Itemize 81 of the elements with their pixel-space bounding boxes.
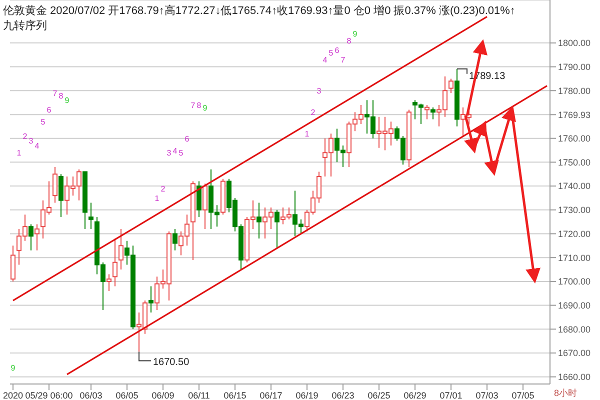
annotation: 6 (46, 106, 52, 115)
annotation: 8 (346, 36, 352, 46)
y-tick-label: 1740.00 (558, 181, 591, 192)
candlestick (58, 174, 64, 218)
annotation: 7 (52, 89, 58, 98)
candlestick (52, 166, 58, 204)
candlestick (448, 78, 454, 94)
candlestick (88, 202, 94, 230)
y-tick-label: 1790.00 (558, 62, 591, 72)
x-tick-label: 06/19 (296, 390, 318, 400)
x-tick-label: 06/15 (224, 390, 246, 400)
candlestick (106, 274, 112, 292)
annotation: 3 (316, 86, 322, 96)
annotation: 4 (172, 146, 178, 156)
annotation: 2 (160, 184, 166, 194)
y-tick-label: 1680.00 (558, 324, 591, 334)
candlestick (10, 245, 16, 282)
candlestick (424, 104, 430, 120)
candlestick (28, 224, 34, 251)
y-tick-label: 1760.00 (558, 134, 591, 144)
candlestick (256, 202, 262, 240)
candlestick (118, 228, 124, 270)
x-tick-label: 06/23 (332, 390, 354, 400)
y-tick-label: 1730.00 (558, 205, 591, 216)
x-tick-label: 05/29 06:00 (25, 390, 73, 400)
annotation: 2 (22, 132, 28, 141)
x-tick-label: 06/09 (152, 390, 174, 400)
x-axis-title: 8小时 (554, 387, 578, 400)
annotation: 1 (304, 130, 310, 139)
candlestick (148, 286, 154, 313)
annotation: 5 (328, 48, 334, 58)
x-tick-label: 06/17 (260, 390, 282, 400)
annotation: 9 (64, 96, 70, 106)
x-tick-label: 2020 (2, 390, 24, 400)
candlestick (112, 238, 118, 287)
y-tick-label: 1800.00 (558, 38, 591, 48)
y-tick-label: 1710.00 (558, 252, 591, 263)
y-tick-label: 1670.00 (558, 348, 591, 358)
annotation: 9 (352, 29, 358, 38)
annotation: 3 (166, 148, 172, 158)
x-tick-label: 07/03 (476, 390, 498, 400)
annotation: 9 (10, 363, 16, 372)
candlestick (34, 224, 40, 251)
x-tick-label: 07/05 (512, 390, 534, 400)
candlestick (172, 228, 178, 251)
x-tick-label: 07/01 (440, 390, 462, 400)
x-tick-label: 06/25 (368, 390, 390, 400)
candlestick (460, 106, 466, 136)
annotation: 7 (340, 56, 346, 65)
x-tick-label: 06/29 (404, 390, 426, 400)
annotation: 4 (34, 141, 40, 150)
y-tick-label: 1660.00 (558, 372, 591, 382)
annotation: 7 (190, 100, 196, 110)
annotation: 1 (154, 194, 160, 203)
y-tick-label: 1769.93 (558, 110, 591, 120)
candlestick (202, 183, 208, 230)
candlestick (274, 209, 280, 249)
y-tick-label: 1780.00 (558, 86, 591, 96)
annotation: 8 (196, 100, 202, 110)
annotation: 1670.50 (153, 356, 190, 368)
annotation: 9 (202, 103, 208, 112)
annotation: 4 (322, 56, 328, 65)
annotation: 3 (28, 136, 34, 146)
annotation: 6 (334, 46, 340, 56)
y-tick-label: 1690.00 (558, 300, 591, 310)
annotation: 5 (178, 148, 184, 158)
x-tick-label: 06/03 (80, 390, 102, 400)
y-tick-label: 1720.00 (558, 228, 591, 239)
text: 九转序列 (3, 18, 47, 33)
candlestick (196, 180, 202, 218)
text: 伦敦黄金 2020/07/02 开1768.79↑高1772.27↓低1765.74↑收1769.93↑量0 仓0 增0 振0.37% 涨(0.23)0.01%↑ (3, 4, 516, 18)
annotation: 2 (310, 108, 316, 118)
annotation: 5 (40, 118, 46, 127)
annotation: 6 (184, 134, 190, 144)
y-tick-label: 1700.00 (558, 276, 591, 287)
x-tick-label: 06/05 (116, 390, 138, 400)
annotation: 1 (16, 148, 22, 158)
x-tick-label: 06/11 (188, 390, 210, 400)
annotation: 8 (58, 91, 64, 100)
candlestick (430, 106, 436, 120)
y-tick-label: 1750.00 (558, 157, 591, 168)
